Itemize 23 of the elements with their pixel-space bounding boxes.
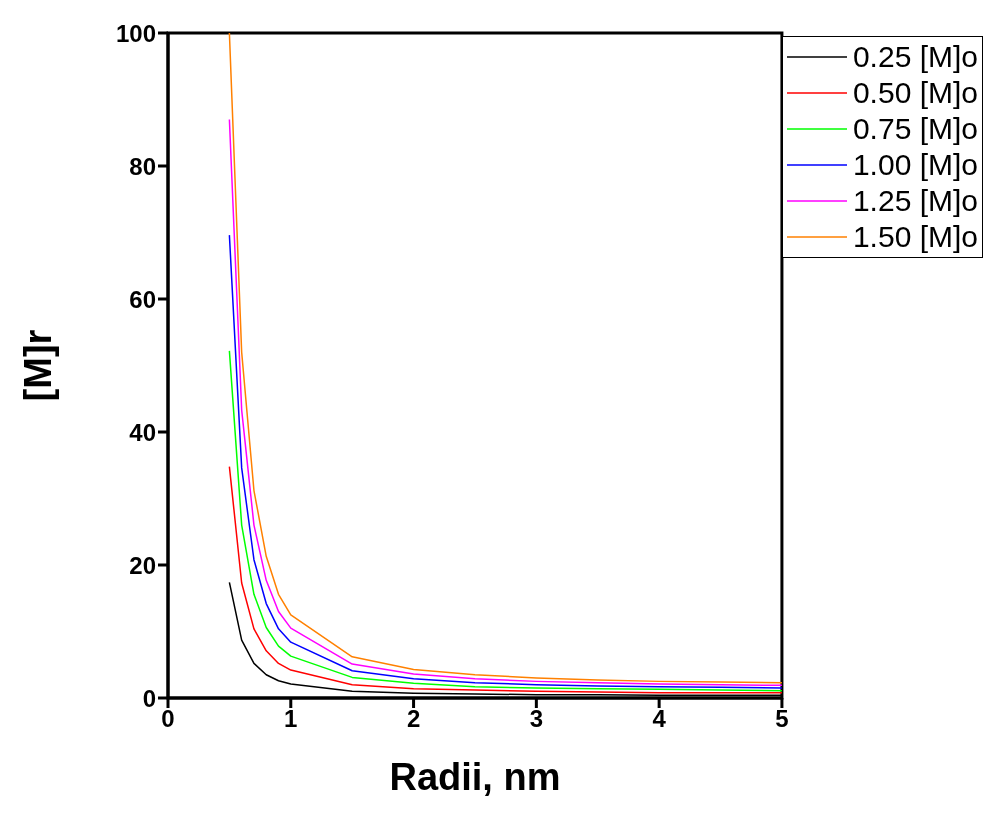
y-axis-title: [M]r (17, 329, 60, 402)
x-axis-title: Radii, nm (389, 756, 561, 798)
x-tick-label: 0 (161, 705, 175, 733)
y-tick-label: 80 (129, 152, 156, 180)
line-series (228, 234, 782, 689)
x-tick-label: 4 (652, 705, 667, 733)
legend-label: 0.75 [M]o (852, 112, 978, 146)
y-tick-label: 20 (129, 551, 156, 579)
y-tick-label: 0 (142, 684, 156, 712)
x-tick-label: 2 (406, 705, 421, 733)
legend-label: 1.00 [M]o (852, 148, 978, 182)
legend-label: 0.50 [M]o (852, 76, 978, 110)
legend-label: 0.25 [M]o (852, 40, 978, 74)
y-tick-label: 60 (129, 285, 156, 313)
legend-label: 1.50 [M]o (852, 220, 978, 254)
line-series (228, 350, 782, 692)
y-tick-label: 40 (129, 418, 156, 446)
line-series (228, 465, 782, 694)
x-tick-label: 1 (284, 705, 298, 733)
legend-label: 1.25 [M]o (852, 184, 978, 218)
x-tick-label: 5 (775, 705, 789, 733)
y-tick-label: 100 (115, 19, 156, 47)
x-tick-label: 3 (529, 705, 544, 733)
